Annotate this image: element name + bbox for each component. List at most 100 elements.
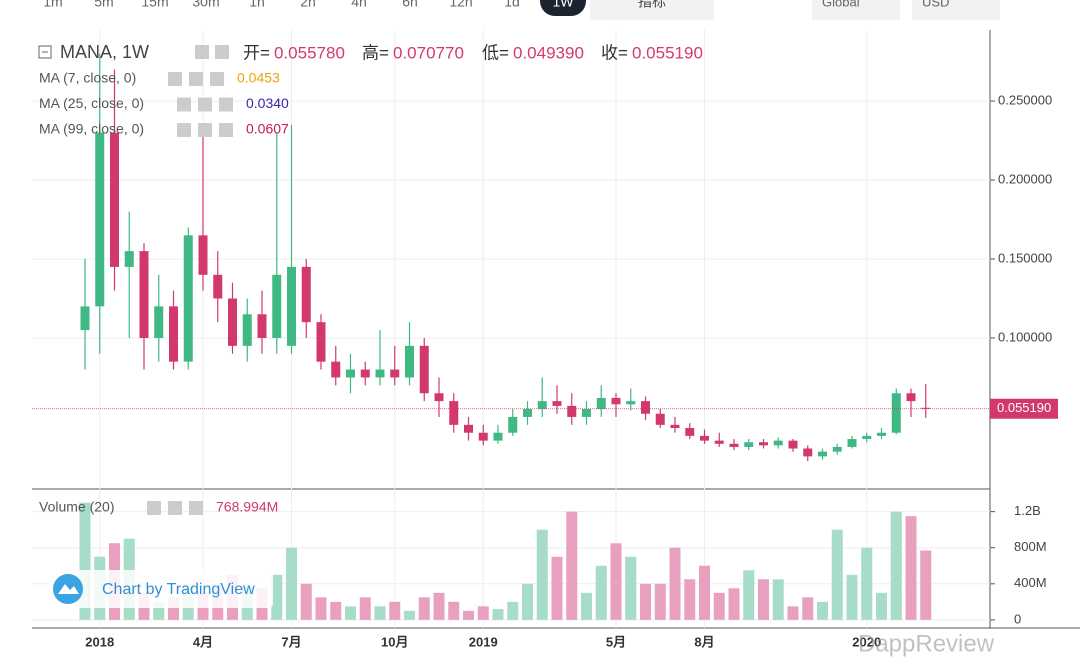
- y-tick-label: 0.200000: [998, 171, 1052, 186]
- candle-body: [862, 435, 872, 440]
- candle-body: [346, 369, 355, 378]
- x-tick-label: 2020: [852, 634, 881, 649]
- credit-box: [48, 570, 273, 608]
- volume-bar: [448, 601, 460, 620]
- indicator-icon[interactable]: [198, 123, 212, 137]
- volume-bar: [345, 606, 356, 620]
- interval[interactable]: 1m: [43, 0, 62, 10]
- volume-bar: [433, 592, 445, 620]
- interval[interactable]: 15m: [141, 0, 168, 10]
- volume-bar: [374, 606, 386, 620]
- volume-bar: [595, 565, 607, 620]
- volume-bar: [713, 592, 725, 620]
- volume-bar: [79, 502, 91, 620]
- labels: MANA, 1W 开= 0.055780 高= 0.070770 低= 0.04…: [38, 42, 995, 657]
- candle-body: [242, 314, 252, 346]
- candle-body: [906, 393, 916, 402]
- volume-bar: [330, 601, 342, 620]
- currency-select[interactable]: [912, 0, 1000, 20]
- low-value: 0.049390: [513, 43, 584, 62]
- interval[interactable]: 1d: [504, 0, 520, 10]
- x-tick-label: 4月: [193, 634, 213, 649]
- volume-bar: [817, 601, 828, 620]
- interval[interactable]: 1h: [249, 0, 265, 10]
- candle-body: [788, 440, 798, 449]
- volume-bar: [654, 583, 666, 620]
- volume-bar: [418, 597, 430, 620]
- x-tick-label: 10月: [381, 634, 408, 649]
- volume-bar: [640, 583, 651, 620]
- candle-body: [419, 345, 429, 394]
- indicator-icon[interactable]: [219, 123, 233, 137]
- candle-body: [375, 369, 385, 378]
- interval[interactable]: 5m: [94, 0, 113, 10]
- interval[interactable]: 1W: [553, 0, 575, 10]
- candle-body: [154, 306, 164, 338]
- candle-body: [773, 440, 783, 446]
- volume-bar: [492, 609, 504, 620]
- collapse-icon[interactable]: [38, 45, 52, 59]
- indicator-icon[interactable]: [189, 72, 203, 86]
- close-value: 0.055190: [632, 43, 703, 62]
- y-tick-label: 400M: [1014, 575, 1047, 590]
- eye-icon[interactable]: [147, 501, 161, 515]
- volume-bar: [300, 583, 312, 620]
- candle-body: [611, 397, 621, 405]
- interval[interactable]: 30m: [192, 0, 219, 10]
- indicator-icon[interactable]: [177, 123, 191, 137]
- interval[interactable]: 12h: [449, 0, 472, 10]
- candle-body: [405, 345, 414, 378]
- toolbar: 1m 5m 15m 30m 1h 2h 4h 6h 12h 1d 1W 指标 Global USD: [43, 0, 1000, 20]
- close-icon[interactable]: [189, 501, 203, 515]
- volume-bar: [168, 597, 179, 620]
- x-tick-label: 2019: [469, 634, 498, 649]
- candle-body: [139, 251, 149, 338]
- candle-body: [508, 416, 518, 433]
- x-tick-label: 5月: [606, 634, 626, 649]
- candle-body: [124, 251, 134, 267]
- volume-bar: [772, 579, 784, 620]
- candle-body: [655, 413, 665, 425]
- indicator-icon[interactable]: [210, 72, 224, 86]
- currency[interactable]: USD: [922, 0, 949, 9]
- candle-body: [301, 266, 311, 323]
- interval[interactable]: 6h: [402, 0, 418, 10]
- candle-body: [700, 435, 709, 441]
- volume-value: 768.994M: [216, 499, 278, 515]
- volume-bar: [581, 592, 592, 620]
- indicator-name: MA (99, close, 0): [39, 121, 144, 137]
- settings-icon[interactable]: [215, 45, 229, 59]
- volume-bar: [728, 588, 740, 620]
- indicator-value: 0.0453: [237, 70, 280, 86]
- volume-bar: [286, 547, 297, 620]
- candle-body: [183, 235, 193, 362]
- candle-body: [493, 432, 503, 441]
- indicator-icon[interactable]: [219, 97, 233, 112]
- candle-body: [891, 393, 901, 433]
- candle-body: [685, 427, 695, 436]
- interval[interactable]: 4h: [351, 0, 367, 10]
- interval[interactable]: 2h: [300, 0, 316, 10]
- indicators[interactable]: 指标: [638, 0, 666, 10]
- volume-bar: [536, 529, 548, 620]
- market[interactable]: Global: [822, 0, 860, 9]
- candle-body: [877, 432, 886, 436]
- candle-body: [582, 409, 591, 417]
- volume-bar: [684, 579, 696, 620]
- volume-bar: [522, 583, 533, 620]
- indicator-icon[interactable]: [177, 97, 191, 112]
- volume-bar: [404, 610, 415, 620]
- eye-icon[interactable]: [195, 45, 209, 59]
- settings-icon[interactable]: [168, 501, 182, 515]
- candle-body: [228, 298, 237, 346]
- market-select[interactable]: [812, 0, 900, 20]
- indicators-button[interactable]: [590, 0, 714, 20]
- indicator-icon[interactable]: [168, 72, 182, 86]
- credit[interactable]: Chart by TradingView: [102, 581, 255, 598]
- x-tick-label: 7月: [281, 634, 301, 649]
- candle-body: [818, 451, 827, 457]
- indicator-icon[interactable]: [198, 97, 212, 112]
- candle-body: [714, 440, 724, 444]
- candle-body: [478, 432, 488, 441]
- candle-body: [523, 409, 532, 417]
